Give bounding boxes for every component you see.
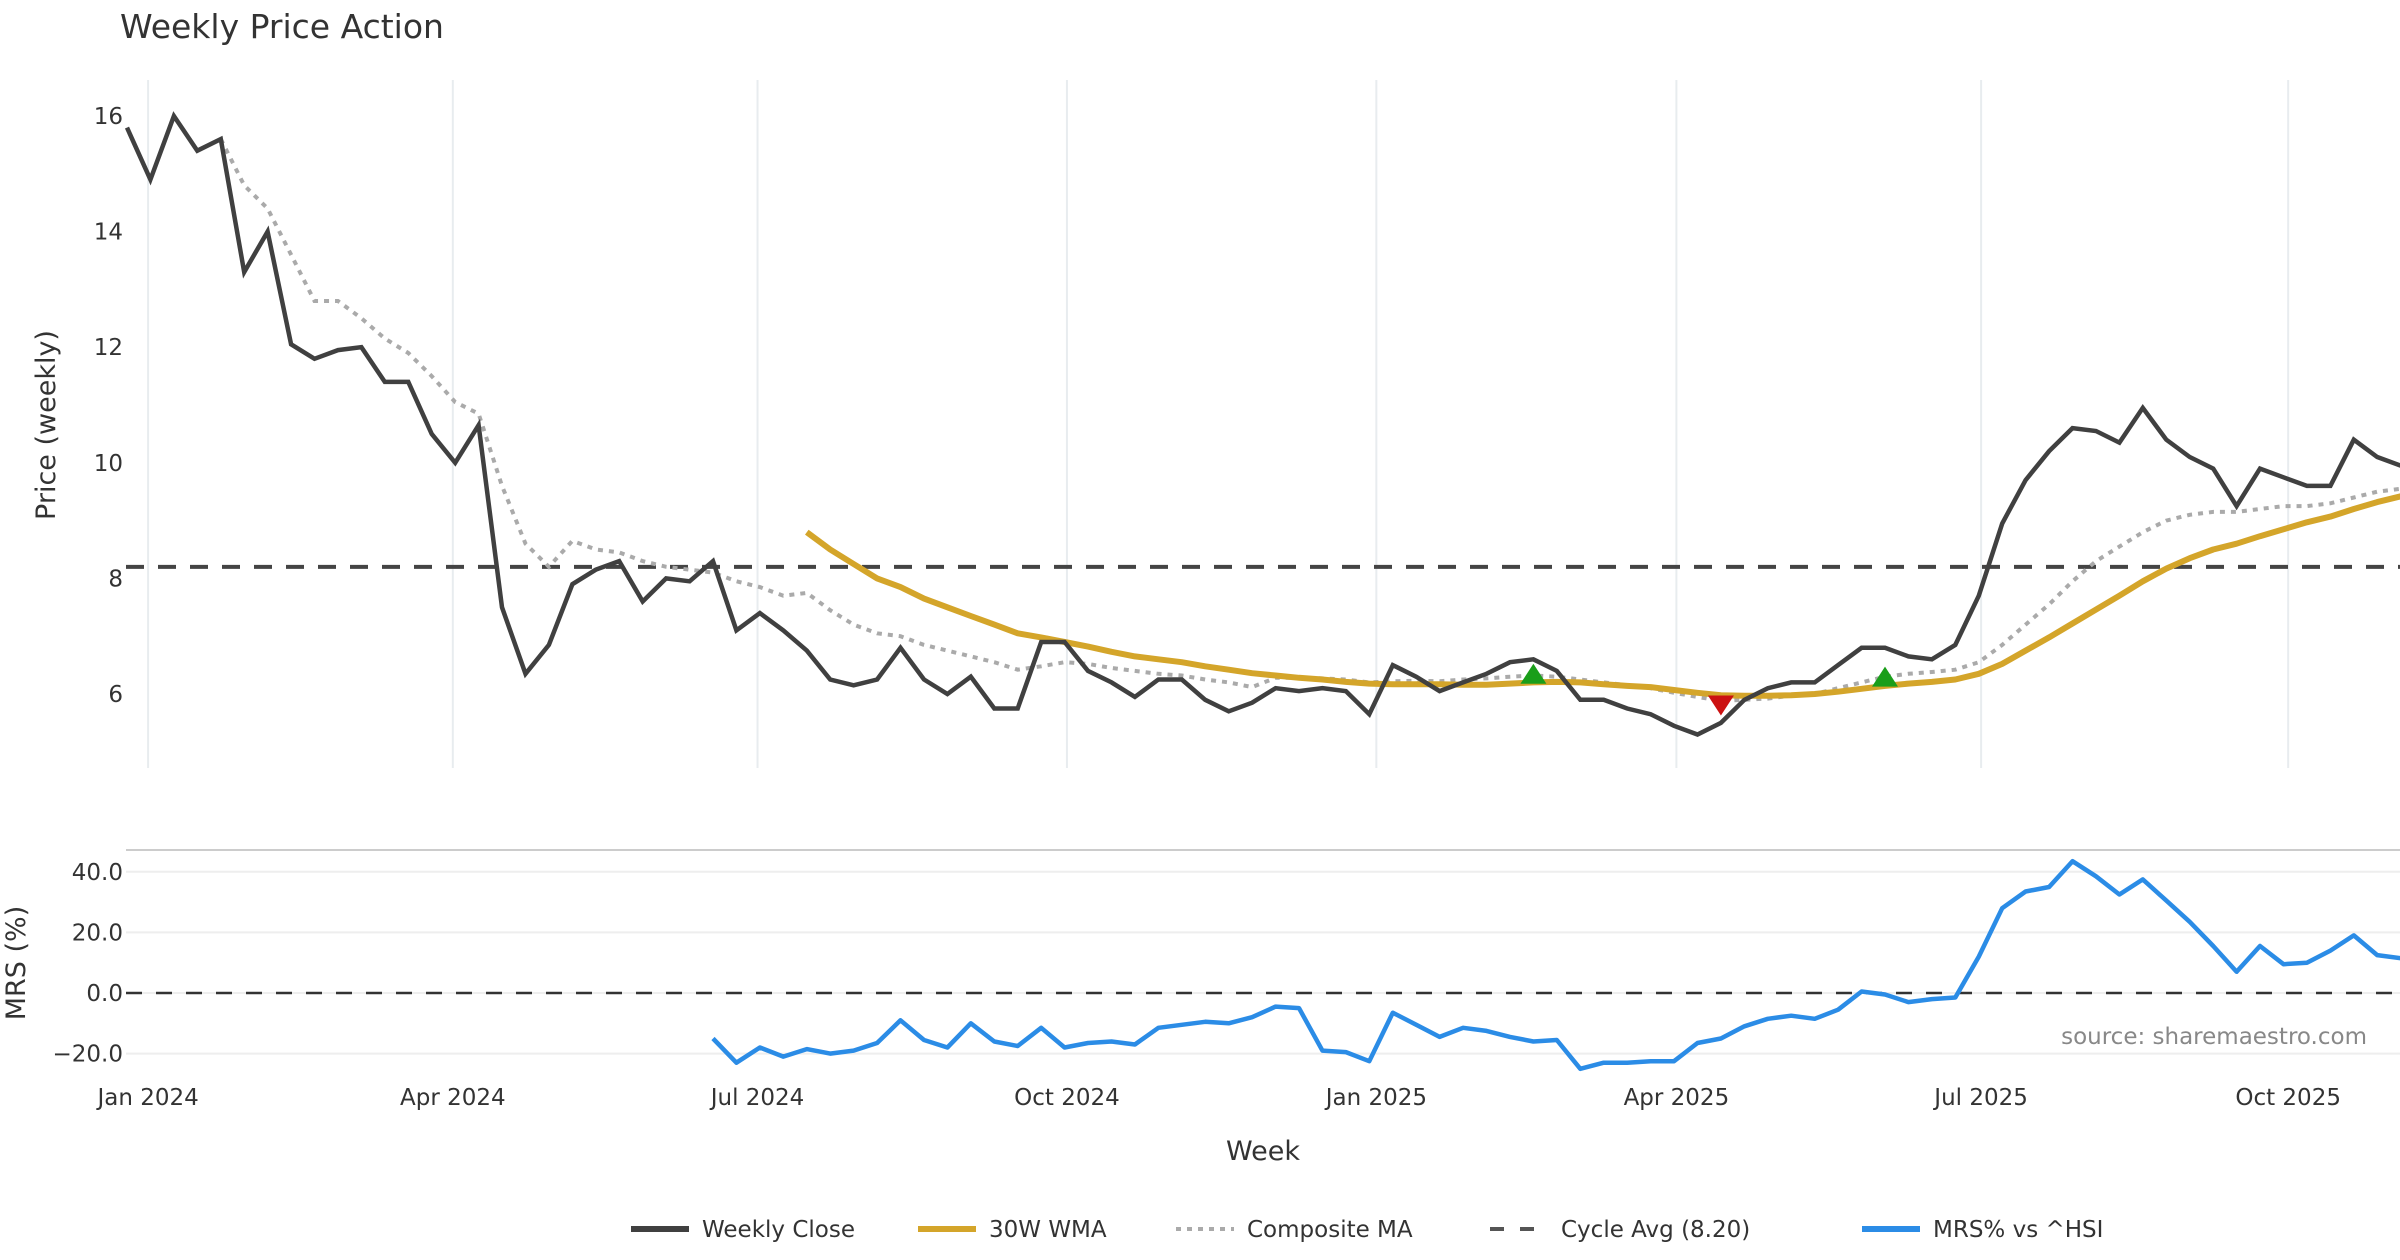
x-tick-label: Apr 2024	[400, 1085, 506, 1111]
legend-item-composite-ma: Composite MA	[1176, 1217, 1413, 1243]
sell-signal-triangle-down-icon	[1707, 695, 1734, 716]
series-mrs-vs-hsi	[711, 858, 2400, 1072]
legend-item-30w-wma: 30W WMA	[918, 1217, 1107, 1243]
price-y-tick-label: 8	[108, 566, 123, 592]
legend-item-cycle-avg-8-20: Cycle Avg (8.20)	[1490, 1217, 1750, 1243]
source-annotation: source: sharemaestro.com	[2061, 1024, 2367, 1050]
buy-signal-triangle-up-icon	[1872, 666, 1898, 687]
series-layer	[124, 111, 2400, 1072]
series-weekly-close	[124, 111, 2400, 737]
mrs-y-tick-label: 0.0	[86, 981, 123, 1007]
x-tick-label: Oct 2025	[2235, 1085, 2341, 1111]
buy-signal-triangle-up-icon	[1520, 663, 1547, 684]
legend-label: MRS% vs ^HSI	[1933, 1217, 2103, 1243]
legend-label: Weekly Close	[702, 1217, 855, 1243]
legend-item-weekly-close: Weekly Close	[631, 1217, 855, 1243]
grid-layer	[126, 80, 2400, 1055]
legend-label: Composite MA	[1247, 1217, 1413, 1243]
chart-title: Weekly Price Action	[120, 7, 444, 46]
x-tick-label: Jan 2025	[1324, 1085, 1427, 1111]
tick-layer: Jan 2024 Apr 2024 Jul 2024 Oct 2024 Jan 2025…	[53, 104, 2341, 1111]
mrs-y-tick-label: −20.0	[53, 1042, 123, 1068]
x-tick-label: Jul 2025	[1932, 1085, 2028, 1111]
mrs-y-axis-label: MRS (%)	[1, 906, 32, 1021]
x-tick-label: Apr 2025	[1624, 1085, 1730, 1111]
legend-label: 30W WMA	[989, 1217, 1107, 1243]
price-y-tick-label: 12	[94, 335, 123, 361]
x-tick-label: Jan 2024	[95, 1085, 198, 1111]
x-tick-label: Oct 2024	[1014, 1085, 1120, 1111]
series-composite-ma	[219, 138, 2400, 703]
price-y-tick-label: 16	[94, 104, 123, 130]
mrs-y-tick-label: 20.0	[72, 920, 123, 946]
x-tick-label: Jul 2024	[709, 1085, 805, 1111]
series-30w-wma	[805, 493, 2400, 699]
price-y-axis-label: Price (weekly)	[31, 330, 62, 520]
legend-label: Cycle Avg (8.20)	[1561, 1217, 1750, 1243]
price-y-tick-label: 14	[94, 220, 123, 246]
x-axis-label: Week	[1226, 1136, 1300, 1167]
mrs-y-tick-label: 40.0	[72, 860, 123, 886]
price-y-tick-label: 6	[108, 682, 123, 708]
price-y-tick-label: 10	[94, 451, 123, 477]
signal-layer	[1520, 663, 1898, 716]
legend: Weekly Close 30W WMA Composite MA Cycle Avg…	[631, 1217, 2103, 1243]
legend-item-mrs-vs-hsi: MRS% vs ^HSI	[1862, 1217, 2103, 1243]
